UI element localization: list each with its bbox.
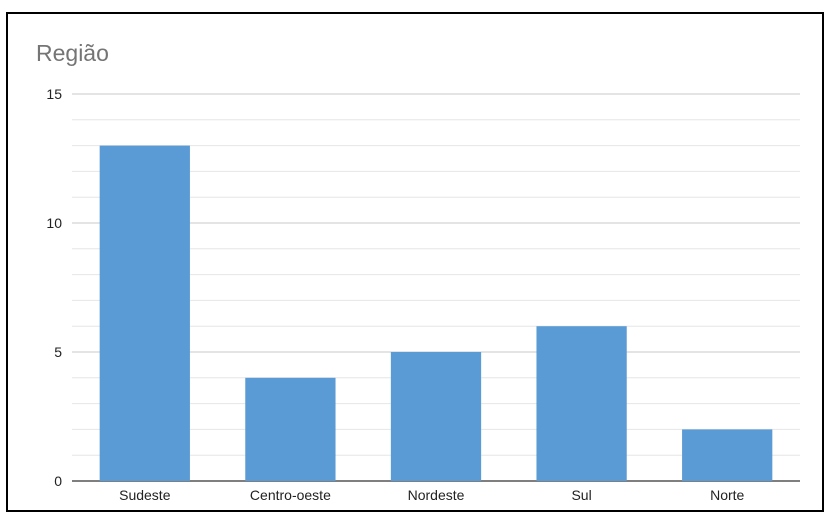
y-tick-label: 15: [46, 86, 62, 102]
y-tick-label: 0: [54, 473, 62, 489]
x-tick-label: Norte: [710, 487, 744, 503]
bar-nordeste: [390, 352, 482, 481]
x-tick-label: Sudeste: [119, 487, 171, 503]
x-tick-label: Centro-oeste: [250, 487, 331, 503]
bar-norte: [682, 429, 773, 481]
x-tick-label: Nordeste: [408, 487, 465, 503]
x-tick-label: Sul: [571, 487, 591, 503]
y-tick-label: 10: [46, 215, 62, 231]
y-axis-ticks: 0 5 10 15: [46, 86, 62, 489]
bar-sul: [536, 326, 627, 481]
y-tick-label: 5: [54, 344, 62, 360]
bar-sudeste: [99, 145, 190, 481]
x-axis-ticks: Sudeste Centro-oeste Nordeste Sul Norte: [119, 487, 744, 503]
bar-centro-oeste: [245, 377, 336, 481]
bars: [99, 145, 773, 481]
chart-title: Região: [36, 40, 109, 66]
